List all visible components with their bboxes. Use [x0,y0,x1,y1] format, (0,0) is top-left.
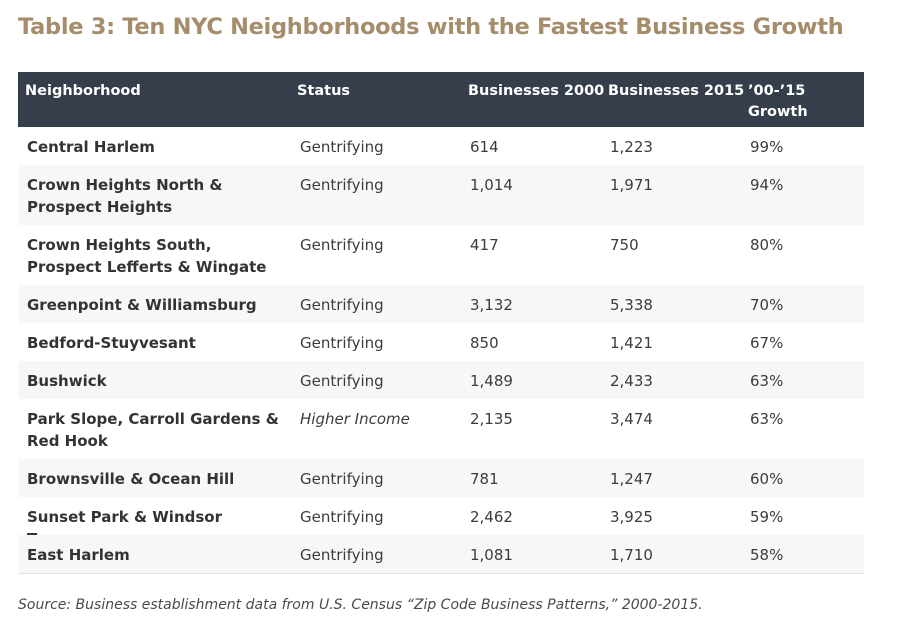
cell-businesses-2015: 1,247 [610,470,653,488]
source-note: Source: Business establishment data from… [18,597,703,613]
cell-businesses-2000: 2,462 [470,508,513,526]
cell-neighborhood: Crown Heights South, Prospect Lefferts &… [27,236,267,276]
cell-status: Gentrifying [300,138,384,156]
cell-businesses-2015: 1,710 [610,546,653,564]
cell-businesses-2015: 5,338 [610,296,653,314]
header-growth: ’00-’15 Growth [748,83,808,120]
table-title: Table 3: Ten NYC Neighborhoods with the … [18,14,844,40]
table-row: Greenpoint & Williamsburg Gentrifying 3,13… [18,285,864,323]
table-row: East Harlem Gentrifying 1,081 1,710 58% [18,535,864,573]
header-status: Status [297,83,351,99]
table-row: Brownsville & Ocean Hill Gentrifying 781 1,… [18,459,864,497]
header-neighborhood: Neighborhood [25,83,141,99]
cell-growth: 94% [750,176,784,194]
table-row: Bedford-Stuyvesant Gentrifying 850 1,421 67% [18,323,864,361]
cell-growth: 60% [750,470,784,488]
header-businesses-2015: Businesses 2015 [608,83,745,99]
cell-neighborhood: Crown Heights North & Prospect Heights [27,176,223,216]
cell-businesses-2015: 3,474 [610,410,653,428]
business-growth-table: Neighborhood Status Businesses 2000 Busi… [18,72,864,574]
cell-status: Gentrifying [300,176,384,194]
cell-growth: 58% [750,546,784,564]
cell-businesses-2015: 1,223 [610,138,653,156]
cell-neighborhood: Brownsville & Ocean Hill [27,470,235,488]
cell-businesses-2000: 1,489 [470,372,513,390]
cell-status: Gentrifying [300,296,384,314]
table-row: Bushwick Gentrifying 1,489 2,433 63% [18,361,864,399]
cell-status: Gentrifying [300,334,384,352]
cell-growth: 63% [750,372,784,390]
cell-businesses-2000: 850 [470,334,499,352]
cell-businesses-2015: 2,433 [610,372,653,390]
table-row: Crown Heights North & Prospect Heights Ge… [18,165,864,225]
cell-businesses-2015: 1,421 [610,334,653,352]
cell-growth: 99% [750,138,784,156]
cell-growth: 59% [750,508,784,526]
cell-businesses-2000: 1,081 [470,546,513,564]
cell-businesses-2000: 781 [470,470,499,488]
cell-status: Gentrifying [300,470,384,488]
cell-growth: 80% [750,236,784,254]
cell-neighborhood: Park Slope, Carroll Gardens & Red Hook [27,410,279,450]
cell-businesses-2015: 750 [610,236,639,254]
cell-businesses-2000: 417 [470,236,499,254]
cell-neighborhood: Central Harlem [27,138,155,156]
cell-neighborhood: East Harlem [27,546,130,564]
cell-businesses-2015: 1,971 [610,176,653,194]
table-header: Neighborhood Status Businesses 2000 Busi… [18,72,864,127]
cell-businesses-2000: 2,135 [470,410,513,428]
cell-businesses-2000: 1,014 [470,176,513,194]
cell-neighborhood: Bedford-Stuyvesant [27,334,196,352]
cell-growth: 63% [750,410,784,428]
cell-neighborhood: Greenpoint & Williamsburg [27,296,257,314]
cell-status: Gentrifying [300,236,384,254]
cell-businesses-2015: 3,925 [610,508,653,526]
cell-status: Gentrifying [300,508,384,526]
table-body: Central Harlem Gentrifying 614 1,223 99% Crow… [18,127,864,573]
cell-neighborhood: Bushwick [27,372,107,390]
table-row: Central Harlem Gentrifying 614 1,223 99% [18,127,864,165]
header-businesses-2000: Businesses 2000 [468,83,605,99]
cell-status: Higher Income [300,410,410,428]
cell-growth: 67% [750,334,784,352]
cell-businesses-2000: 3,132 [470,296,513,314]
cell-status: Gentrifying [300,546,384,564]
cell-status: Gentrifying [300,372,384,390]
table-row: Sunset Park & Windsor TerraceGentrifying… [18,497,864,548]
table-row: Crown Heights South, Prospect Lefferts &… [18,225,864,285]
table-row: Park Slope, Carroll Gardens & Red Hook Hi… [18,399,864,459]
cell-growth: 70% [750,296,784,314]
cell-businesses-2000: 614 [470,138,499,156]
